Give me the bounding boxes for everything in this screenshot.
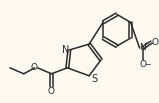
Text: O: O [152, 38, 159, 47]
Text: N: N [62, 45, 69, 55]
Text: S: S [91, 74, 97, 84]
Text: N: N [139, 43, 146, 52]
Text: +: + [144, 41, 148, 46]
Text: O: O [30, 63, 37, 72]
Text: −: − [144, 60, 151, 69]
Text: O: O [48, 87, 55, 96]
Text: O: O [139, 60, 146, 69]
